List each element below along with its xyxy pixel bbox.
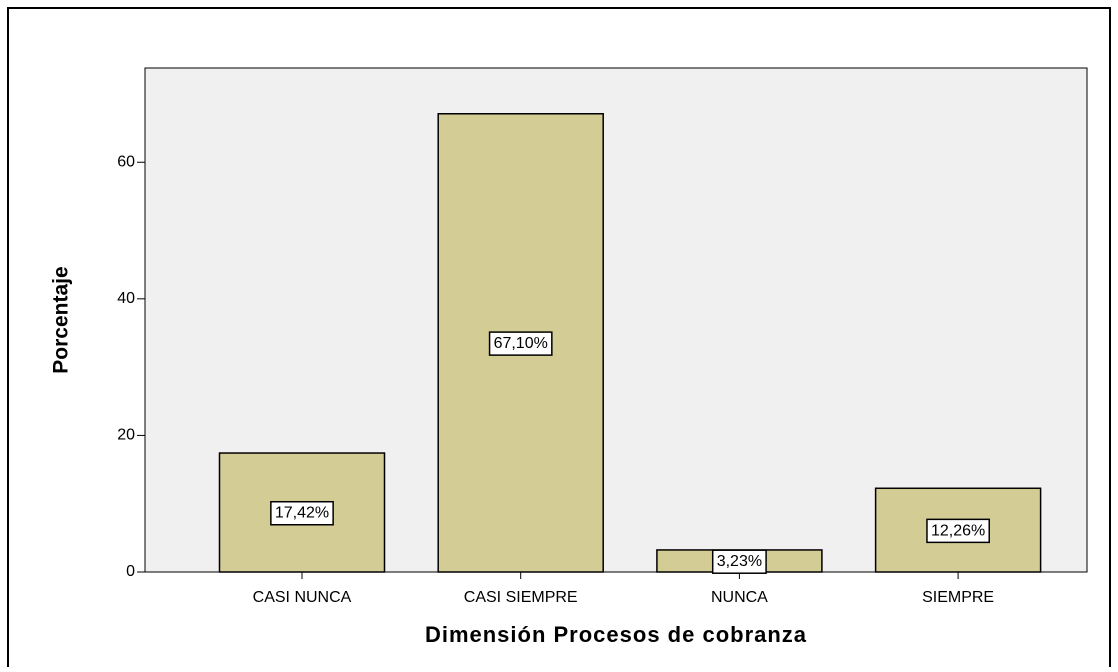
y-tick-label: 40	[117, 290, 135, 307]
x-axis-label: Dimensión Procesos de cobranza	[425, 622, 807, 647]
value-label-box	[711, 549, 767, 574]
x-tick-label: CASI NUNCA	[253, 589, 352, 606]
x-tick-label: NUNCA	[711, 589, 768, 606]
value-label: 17,42%	[275, 505, 329, 522]
y-tick-label: 20	[117, 427, 135, 444]
value-label-box	[488, 331, 553, 356]
y-tick-label: 0	[126, 563, 135, 580]
value-label: 12,26%	[931, 522, 985, 539]
x-tick-label: CASI SIEMPRE	[464, 589, 578, 606]
y-tick-label: 60	[117, 153, 135, 170]
value-label: 3,23%	[717, 553, 762, 570]
value-label-box	[270, 500, 334, 526]
x-tick-label: SIEMPRE	[922, 589, 994, 606]
value-label-box	[926, 518, 990, 544]
y-axis-label: Porcentaje	[50, 266, 73, 373]
value-label: 67,10%	[494, 335, 548, 352]
